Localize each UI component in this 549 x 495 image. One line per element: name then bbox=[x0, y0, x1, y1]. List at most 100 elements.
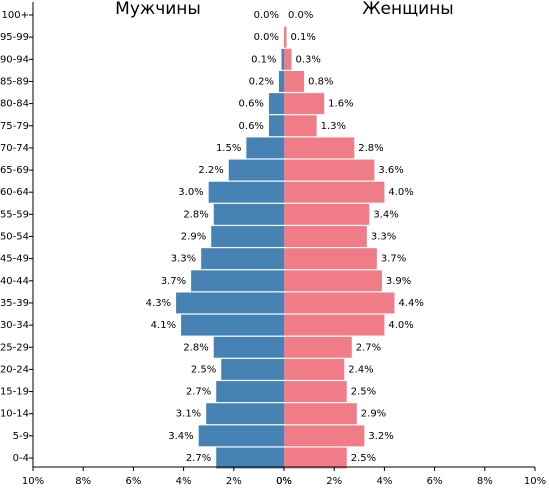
value-label: 2.4% bbox=[348, 364, 373, 375]
value-label: 3.0% bbox=[178, 187, 203, 198]
x-tick-label: 0% bbox=[276, 476, 292, 487]
bar bbox=[284, 358, 345, 380]
value-label: 2.7% bbox=[186, 387, 211, 398]
y-tick-label: 90-94 bbox=[0, 54, 29, 65]
y-tick-label: 10-14 bbox=[0, 409, 29, 420]
value-label: 0.1% bbox=[251, 54, 276, 65]
bar bbox=[284, 70, 305, 92]
value-label: 2.2% bbox=[198, 165, 223, 176]
value-label: 2.8% bbox=[183, 209, 208, 220]
bar bbox=[281, 48, 284, 70]
value-label: 0.8% bbox=[308, 76, 333, 87]
bar bbox=[284, 226, 367, 247]
x-tick-label: 2% bbox=[326, 476, 342, 487]
bar bbox=[284, 403, 357, 425]
value-label: 3.3% bbox=[171, 254, 196, 265]
bar bbox=[208, 181, 284, 203]
value-label: 3.6% bbox=[378, 165, 403, 176]
bar bbox=[284, 314, 385, 336]
bar bbox=[181, 314, 284, 336]
y-tick-label: 50-54 bbox=[0, 232, 29, 243]
y-tick-label: 40-44 bbox=[0, 276, 29, 287]
bar bbox=[284, 203, 370, 225]
x-tick-label: 10% bbox=[22, 476, 44, 487]
bar bbox=[284, 93, 325, 115]
bar bbox=[284, 248, 377, 270]
bar bbox=[284, 181, 385, 203]
x-tick-label: 8% bbox=[75, 476, 91, 487]
y-tick-label: 65-69 bbox=[0, 165, 29, 176]
y-tick-label: 80-84 bbox=[0, 99, 29, 110]
x-tick-label: 0% bbox=[276, 476, 292, 487]
y-tick-label: 25-29 bbox=[0, 342, 29, 353]
bar bbox=[176, 292, 284, 314]
value-label: 3.7% bbox=[381, 254, 406, 265]
bar bbox=[284, 381, 347, 403]
value-label: 2.7% bbox=[186, 453, 211, 464]
value-label: 2.9% bbox=[361, 409, 386, 420]
bar bbox=[284, 26, 287, 48]
value-label: 0.0% bbox=[254, 32, 279, 43]
value-label: 0.6% bbox=[239, 99, 264, 110]
value-label: 2.7% bbox=[356, 342, 381, 353]
bar bbox=[284, 447, 347, 469]
value-label: 0.0% bbox=[288, 10, 313, 21]
bar bbox=[201, 248, 284, 270]
bar bbox=[213, 203, 284, 225]
bar bbox=[278, 70, 284, 92]
bar bbox=[198, 425, 284, 447]
value-label: 3.2% bbox=[368, 431, 393, 442]
bar bbox=[211, 226, 284, 247]
series-title: Мужчины bbox=[115, 0, 201, 19]
value-label: 4.4% bbox=[398, 298, 423, 309]
y-tick-label: 45-49 bbox=[0, 254, 29, 265]
x-tick-label: 2% bbox=[226, 476, 242, 487]
value-label: 4.1% bbox=[151, 320, 176, 331]
value-label: 0.2% bbox=[249, 76, 274, 87]
value-label: 3.7% bbox=[161, 276, 186, 287]
value-label: 2.8% bbox=[358, 143, 383, 154]
value-label: 2.5% bbox=[351, 453, 376, 464]
bar bbox=[268, 93, 284, 115]
y-tick-label: 20-24 bbox=[0, 364, 29, 375]
bar bbox=[268, 115, 284, 137]
y-tick-label: 85-89 bbox=[0, 76, 29, 87]
value-label: 3.3% bbox=[371, 232, 396, 243]
value-label: 1.5% bbox=[216, 143, 241, 154]
value-label: 2.5% bbox=[351, 387, 376, 398]
bar bbox=[284, 425, 365, 447]
bar bbox=[284, 137, 355, 159]
bar bbox=[284, 292, 395, 314]
x-tick-label: 4% bbox=[376, 476, 392, 487]
x-tick-label: 10% bbox=[524, 476, 546, 487]
bar bbox=[284, 159, 375, 181]
y-tick-label: 15-19 bbox=[0, 387, 29, 398]
bar bbox=[284, 270, 382, 292]
value-label: 4.0% bbox=[388, 187, 413, 198]
value-label: 0.3% bbox=[296, 54, 321, 65]
y-tick-label: 55-59 bbox=[0, 209, 29, 220]
series-title: Женщины bbox=[362, 0, 453, 19]
bar bbox=[284, 115, 317, 137]
bar bbox=[216, 381, 284, 403]
bar bbox=[284, 48, 292, 70]
x-tick-label: 8% bbox=[477, 476, 493, 487]
value-label: 4.3% bbox=[146, 298, 171, 309]
bar bbox=[246, 137, 284, 159]
value-label: 3.4% bbox=[168, 431, 193, 442]
y-tick-label: 5-9 bbox=[13, 431, 29, 442]
x-tick-label: 4% bbox=[176, 476, 192, 487]
value-label: 2.8% bbox=[183, 342, 208, 353]
y-tick-label: 75-79 bbox=[0, 121, 29, 132]
x-tick-label: 6% bbox=[125, 476, 141, 487]
value-label: 0.6% bbox=[239, 121, 264, 132]
value-label: 0.1% bbox=[291, 32, 316, 43]
value-label: 1.3% bbox=[321, 121, 346, 132]
y-tick-label: 0-4 bbox=[13, 453, 29, 464]
value-label: 1.6% bbox=[328, 99, 353, 110]
value-label: 3.4% bbox=[373, 209, 398, 220]
x-tick-label: 6% bbox=[427, 476, 443, 487]
y-tick-label: 30-34 bbox=[0, 320, 29, 331]
y-tick-label: 95-99 bbox=[0, 32, 29, 43]
bar bbox=[216, 447, 284, 469]
